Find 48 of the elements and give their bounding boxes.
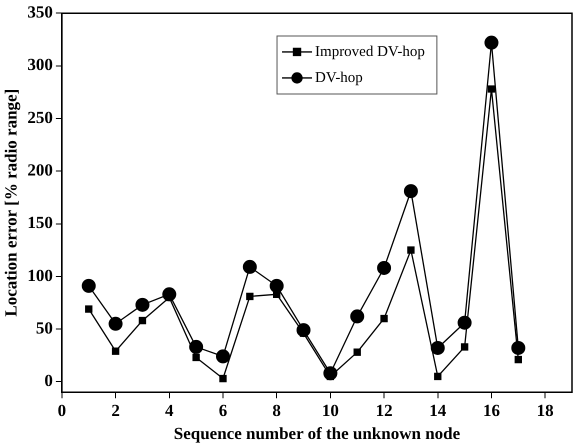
- point: [135, 298, 150, 312]
- point: [270, 278, 284, 293]
- point: [112, 347, 120, 355]
- point: [246, 292, 254, 300]
- legend-label: Improved DV-hop: [315, 44, 425, 60]
- point: [460, 343, 468, 351]
- y-tick-label: 150: [27, 213, 53, 232]
- x-tick-label: 10: [322, 400, 339, 420]
- x-tick-label: 8: [272, 400, 281, 420]
- point: [404, 184, 418, 198]
- point: [514, 356, 522, 364]
- legend-label: DV-hop: [315, 70, 363, 86]
- point: [354, 348, 361, 356]
- x-axis-title: Sequence number of the unknown node: [174, 424, 461, 444]
- point: [272, 290, 280, 298]
- x-tick-label: 6: [218, 400, 228, 420]
- point: [138, 316, 146, 324]
- point: [377, 260, 392, 275]
- y-tick-label: 0: [44, 371, 53, 390]
- point: [430, 340, 445, 355]
- point: [434, 372, 442, 380]
- y-tick-label: 250: [27, 108, 53, 127]
- point: [242, 260, 257, 274]
- x-tick-label: 16: [482, 400, 500, 420]
- x-tick-label: 0: [58, 400, 66, 420]
- point: [192, 354, 200, 362]
- point: [488, 85, 496, 93]
- x-tick-label: 14: [429, 400, 447, 420]
- x-tick-label: 4: [165, 400, 174, 420]
- y-tick-label: 100: [27, 266, 53, 285]
- point: [85, 305, 92, 313]
- point: [407, 246, 415, 254]
- y-tick-label: 300: [27, 55, 53, 74]
- point: [219, 374, 227, 382]
- y-tick-label: 350: [27, 2, 53, 22]
- point: [350, 309, 364, 324]
- point: [108, 316, 123, 331]
- point: [484, 36, 498, 50]
- x-tick-label: 2: [111, 400, 120, 420]
- x-tick-label: 12: [376, 400, 393, 420]
- y-tick-label: 50: [36, 318, 53, 338]
- x-tick-label: 18: [536, 400, 554, 420]
- y-tick-label: 200: [27, 160, 53, 180]
- point: [189, 340, 204, 354]
- point: [380, 314, 388, 322]
- point: [216, 349, 230, 364]
- point: [82, 278, 96, 293]
- y-axis-title: Location error [% radio range]: [2, 88, 21, 317]
